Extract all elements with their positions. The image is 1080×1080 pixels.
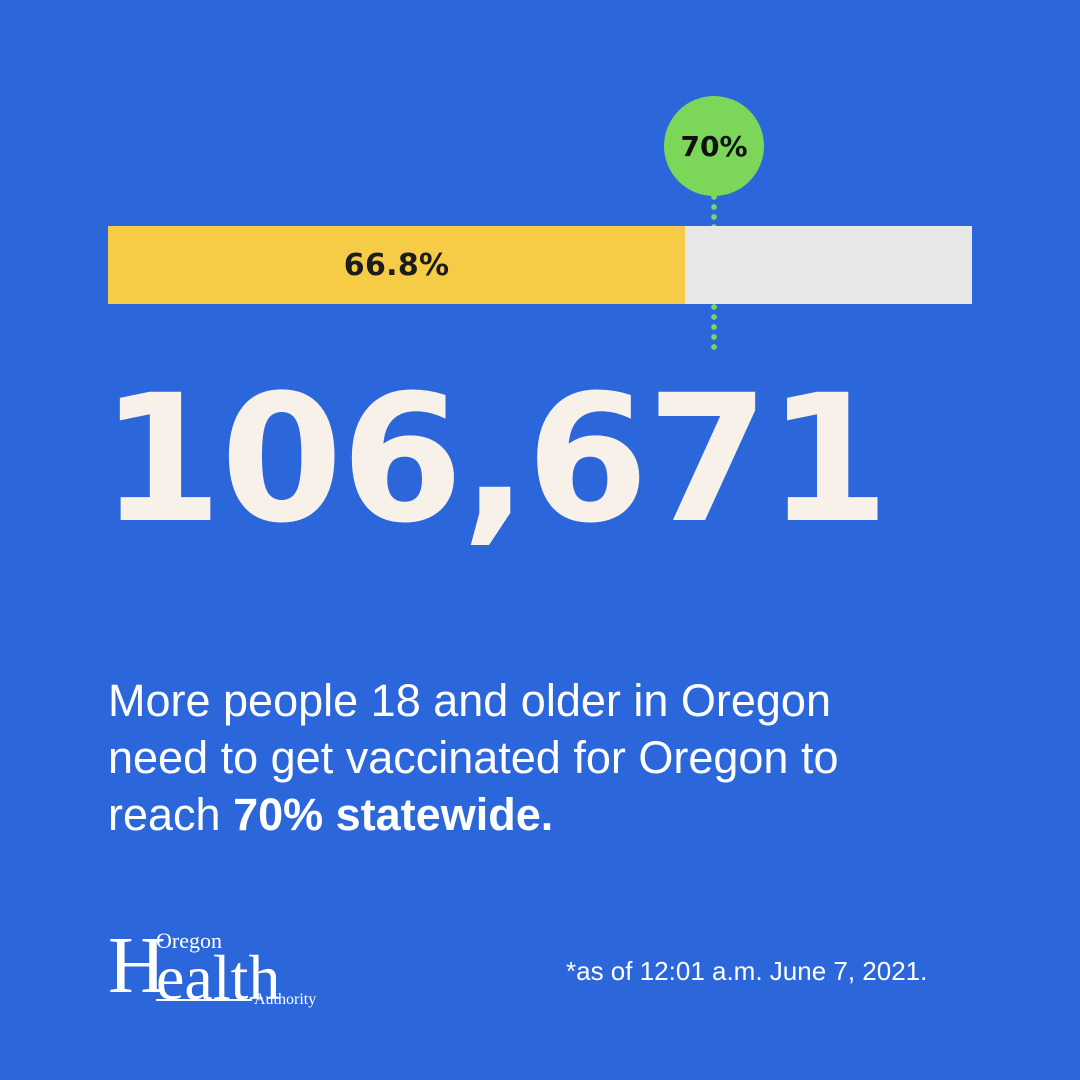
logo-bottom-line: Authority xyxy=(254,991,317,1008)
logo-rule xyxy=(156,999,252,1001)
message-lead: More people 18 and older in Oregon need … xyxy=(108,675,839,840)
headline-number: 106,671 xyxy=(100,357,890,562)
oregon-health-authority-logo: H Oregon ealth Authority xyxy=(108,926,328,1016)
progress-value-label: 66.8% xyxy=(343,247,450,283)
progress-fill: 66.8% xyxy=(108,226,686,304)
logo-top-line: Oregon xyxy=(156,928,222,953)
target-marker: 70% xyxy=(664,96,764,196)
target-label: 70% xyxy=(680,129,748,163)
footnote: *as of 12:01 a.m. June 7, 2021. xyxy=(566,956,928,986)
progress-bar: 66.8% xyxy=(108,226,972,304)
message-emphasis: 70% statewide. xyxy=(233,789,554,840)
logo-main-word: ealth xyxy=(156,942,281,1013)
message-text: More people 18 and older in Oregon need … xyxy=(108,672,928,843)
logo-initial: H xyxy=(108,922,166,1010)
